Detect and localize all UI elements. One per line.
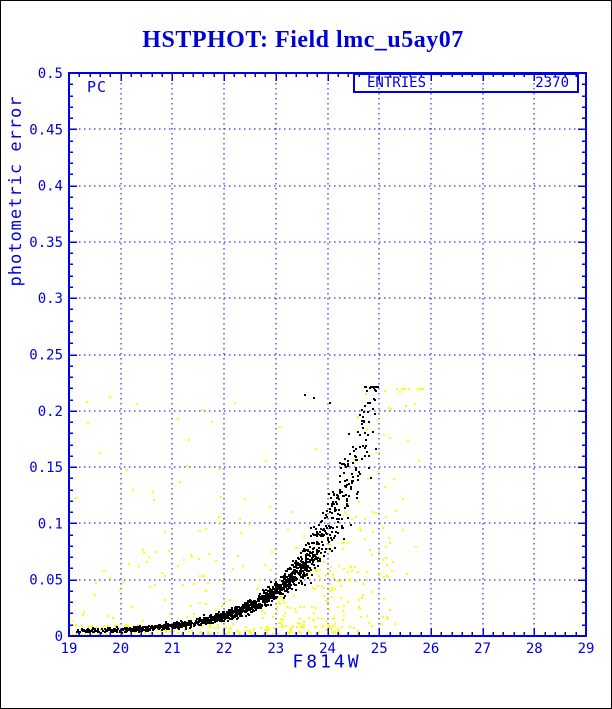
y-tick-label: 0.35 — [29, 235, 63, 251]
legend-entries-value: 2370 — [535, 75, 569, 91]
chip-label: PC — [87, 78, 108, 96]
y-tick-label: 0.45 — [29, 122, 63, 138]
scatter-points-black — [76, 386, 379, 634]
y-tick-label: 0.05 — [29, 573, 63, 589]
y-tick-label: 0.1 — [38, 516, 63, 532]
y-tick-label: 0.3 — [38, 291, 63, 307]
x-tick-label: 28 — [526, 641, 543, 657]
y-tick-label: 0.4 — [38, 179, 63, 195]
y-tick-label: 0.2 — [38, 404, 63, 420]
x-axis-label: F814W — [292, 651, 362, 673]
x-tick-label: 24 — [319, 641, 336, 657]
x-tick-label: 19 — [61, 641, 78, 657]
y-tick-label: 0.15 — [29, 460, 63, 476]
y-tick-label: 0.5 — [38, 66, 63, 82]
x-tick-label: 25 — [371, 641, 388, 657]
y-tick-label: 0.25 — [29, 348, 63, 364]
x-tick-label: 23 — [267, 641, 284, 657]
x-tick-label: 27 — [474, 641, 491, 657]
scatter-points-yellow — [69, 388, 424, 637]
x-tick-label: 29 — [578, 641, 595, 657]
x-tick-label: 26 — [422, 641, 439, 657]
x-tick-label: 20 — [112, 641, 129, 657]
x-tick-label: 22 — [216, 641, 233, 657]
x-tick-label: 21 — [164, 641, 181, 657]
legend-entries-label: ENTRIES — [367, 75, 427, 91]
y-tick-label: 0 — [55, 629, 63, 645]
legend-box: ENTRIES 2370 — [353, 73, 579, 93]
plot-title: HSTPHOT: Field lmc_u5ay07 — [142, 27, 464, 53]
